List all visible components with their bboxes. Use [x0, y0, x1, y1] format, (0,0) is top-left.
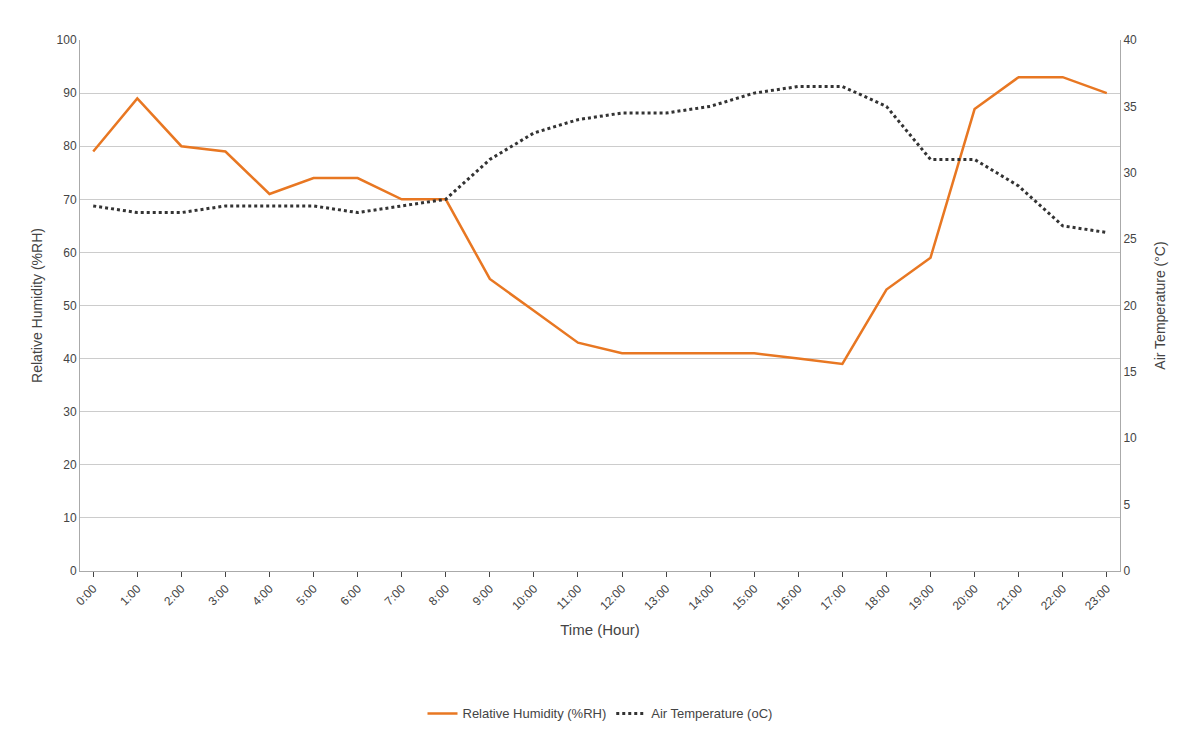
- svg-text:30: 30: [1123, 166, 1137, 180]
- svg-text:90: 90: [63, 86, 77, 100]
- svg-text:20: 20: [1123, 299, 1137, 313]
- svg-text:0: 0: [1123, 564, 1130, 578]
- svg-text:11:00: 11:00: [554, 582, 585, 613]
- svg-text:19:00: 19:00: [906, 582, 937, 613]
- svg-text:8:00: 8:00: [426, 582, 453, 609]
- svg-text:20:00: 20:00: [950, 582, 981, 613]
- svg-text:17:00: 17:00: [818, 582, 849, 613]
- svg-text:5: 5: [1123, 498, 1130, 512]
- svg-text:10: 10: [1123, 431, 1137, 445]
- svg-text:12:00: 12:00: [597, 582, 628, 613]
- svg-text:Air Temperature (°C): Air Temperature (°C): [1152, 241, 1168, 369]
- svg-text:4:00: 4:00: [249, 582, 276, 609]
- svg-text:15:00: 15:00: [729, 582, 760, 613]
- svg-text:25: 25: [1123, 232, 1137, 246]
- svg-text:5:00: 5:00: [294, 582, 321, 609]
- svg-text:7:00: 7:00: [382, 582, 409, 609]
- svg-text:35: 35: [1123, 100, 1137, 114]
- svg-text:16:00: 16:00: [774, 582, 805, 613]
- svg-text:70: 70: [63, 193, 77, 207]
- svg-text:Relative Humidity (%RH): Relative Humidity (%RH): [29, 228, 45, 383]
- svg-text:21:00: 21:00: [994, 582, 1025, 613]
- svg-text:1:00: 1:00: [117, 582, 144, 609]
- svg-text:Time (Hour): Time (Hour): [560, 621, 639, 638]
- svg-text:Relative Humidity (%RH): Relative Humidity (%RH): [463, 706, 607, 721]
- svg-text:2:00: 2:00: [161, 582, 188, 609]
- svg-text:6:00: 6:00: [338, 582, 365, 609]
- svg-text:30: 30: [63, 405, 77, 419]
- svg-text:9:00: 9:00: [470, 582, 497, 609]
- svg-text:60: 60: [63, 246, 77, 260]
- svg-text:50: 50: [63, 299, 77, 313]
- svg-text:15: 15: [1123, 365, 1137, 379]
- svg-text:20: 20: [63, 458, 77, 472]
- svg-text:40: 40: [1123, 33, 1137, 47]
- svg-text:14:00: 14:00: [685, 582, 716, 613]
- svg-text:10:00: 10:00: [509, 582, 540, 613]
- svg-text:0: 0: [70, 564, 77, 578]
- svg-text:22:00: 22:00: [1038, 582, 1069, 613]
- svg-text:100: 100: [57, 33, 77, 47]
- svg-text:3:00: 3:00: [205, 582, 232, 609]
- svg-text:13:00: 13:00: [641, 582, 672, 613]
- svg-text:10: 10: [63, 511, 77, 525]
- svg-text:40: 40: [63, 352, 77, 366]
- svg-text:0:00: 0:00: [73, 582, 100, 609]
- svg-text:23:00: 23:00: [1082, 582, 1113, 613]
- svg-text:80: 80: [63, 139, 77, 153]
- svg-text:18:00: 18:00: [862, 582, 893, 613]
- svg-text:Air Temperature (oC): Air Temperature (oC): [651, 706, 772, 721]
